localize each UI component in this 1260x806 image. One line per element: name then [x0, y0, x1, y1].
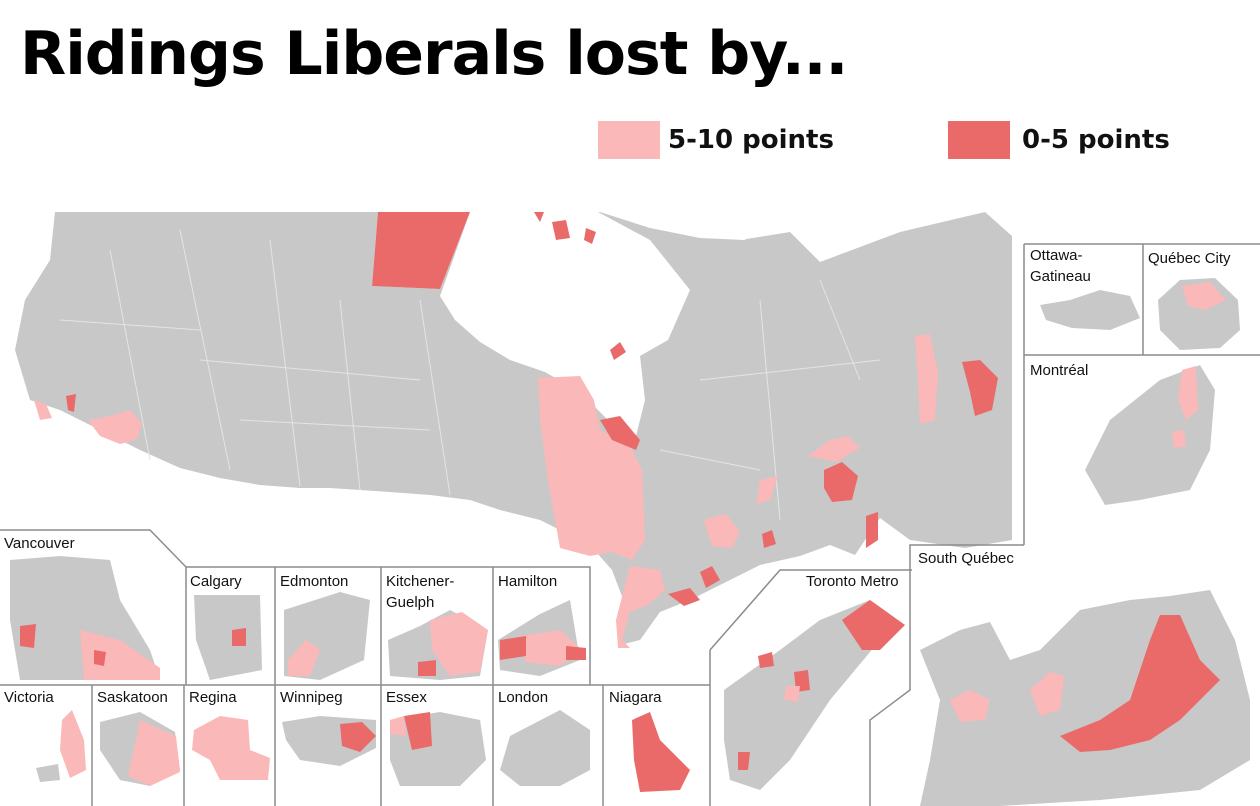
gaspe-riding	[808, 436, 860, 462]
label-calgary: Calgary	[190, 573, 242, 590]
label-ottawa-gatineau-1: Ottawa-	[1030, 247, 1083, 264]
arctic-island-2	[584, 228, 596, 244]
inset-essex	[390, 712, 486, 786]
northern-ontario-riding	[538, 376, 645, 560]
label-niagara: Niagara	[609, 689, 662, 706]
inset-edmonton	[284, 592, 370, 680]
label-vancouver: Vancouver	[4, 535, 75, 552]
inset-regina	[192, 716, 270, 780]
labrador-riding	[915, 334, 938, 424]
legend-swatch-5-10	[598, 121, 660, 159]
ridings-0-5	[66, 212, 998, 606]
eastern-ontario-riding	[704, 514, 740, 548]
label-hamilton: Hamilton	[498, 573, 557, 590]
legend-swatch-0-5	[948, 121, 1010, 159]
label-saskatoon: Saskatoon	[97, 689, 168, 706]
arctic-channel	[600, 212, 760, 240]
inset-south-quebec	[920, 590, 1250, 806]
ontario-east-riding	[700, 566, 720, 588]
inset-london	[500, 710, 590, 786]
inset-toronto	[724, 600, 905, 790]
inset-victoria	[36, 710, 86, 782]
inset-saskatoon	[100, 712, 180, 786]
james-bay-riding	[600, 416, 640, 450]
hudson-bay	[440, 212, 690, 440]
inset-calgary	[194, 595, 262, 680]
label-kitchener-guelph-1: Kitchener-	[386, 573, 454, 590]
ontario-lakeshore-ridings	[668, 588, 700, 606]
label-victoria: Victoria	[4, 689, 54, 706]
inset-vancouver	[10, 556, 160, 680]
inset-labels: Ottawa- Gatineau Québec City Montréal Va…	[4, 247, 1231, 706]
new-brunswick-riding	[824, 462, 858, 502]
arctic-island-3	[534, 212, 544, 222]
arctic-island-1	[552, 220, 570, 240]
southern-ontario-ridings	[616, 566, 665, 648]
bc-south-riding	[88, 410, 142, 444]
inset-hamilton	[498, 600, 586, 676]
pei	[842, 414, 872, 426]
label-montreal: Montréal	[1030, 362, 1088, 379]
inset-niagara	[632, 712, 690, 792]
label-south-quebec: South Québec	[918, 550, 1014, 567]
label-edmonton: Edmonton	[280, 573, 348, 590]
inset-quebec-city	[1158, 278, 1240, 350]
newfoundland-riding	[962, 360, 998, 416]
inset-ottawa	[1040, 290, 1140, 330]
label-ottawa-gatineau-2: Gatineau	[1030, 268, 1091, 285]
label-london: London	[498, 689, 548, 706]
label-essex: Essex	[386, 689, 427, 706]
legend-label-5-10: 5-10 points	[668, 125, 834, 155]
quebec-lower-riding	[756, 476, 778, 504]
quebec-mid-riding	[762, 530, 776, 548]
label-regina: Regina	[189, 689, 237, 706]
inset-montreal	[1085, 365, 1215, 505]
inset-frames	[0, 243, 1260, 806]
inset-kitchener-guelph	[388, 610, 488, 680]
label-quebec-city: Québec City	[1148, 250, 1231, 267]
bc-coast-riding	[34, 400, 52, 420]
bc-island-riding	[66, 394, 76, 412]
label-kitchener-guelph-2: Guelph	[386, 594, 434, 611]
legend-label-0-5: 0-5 points	[1022, 125, 1170, 155]
ridings-5-10	[34, 334, 938, 648]
inset-winnipeg	[282, 716, 376, 766]
nunavut-riding	[372, 212, 470, 289]
nova-scotia-riding	[866, 512, 878, 548]
map-title: Ridings Liberals lost by...	[20, 19, 848, 89]
label-toronto-metro: Toronto Metro	[806, 573, 899, 590]
riding-borders	[59, 229, 881, 521]
belcher-islands	[610, 342, 626, 360]
label-winnipeg: Winnipeg	[280, 689, 343, 706]
